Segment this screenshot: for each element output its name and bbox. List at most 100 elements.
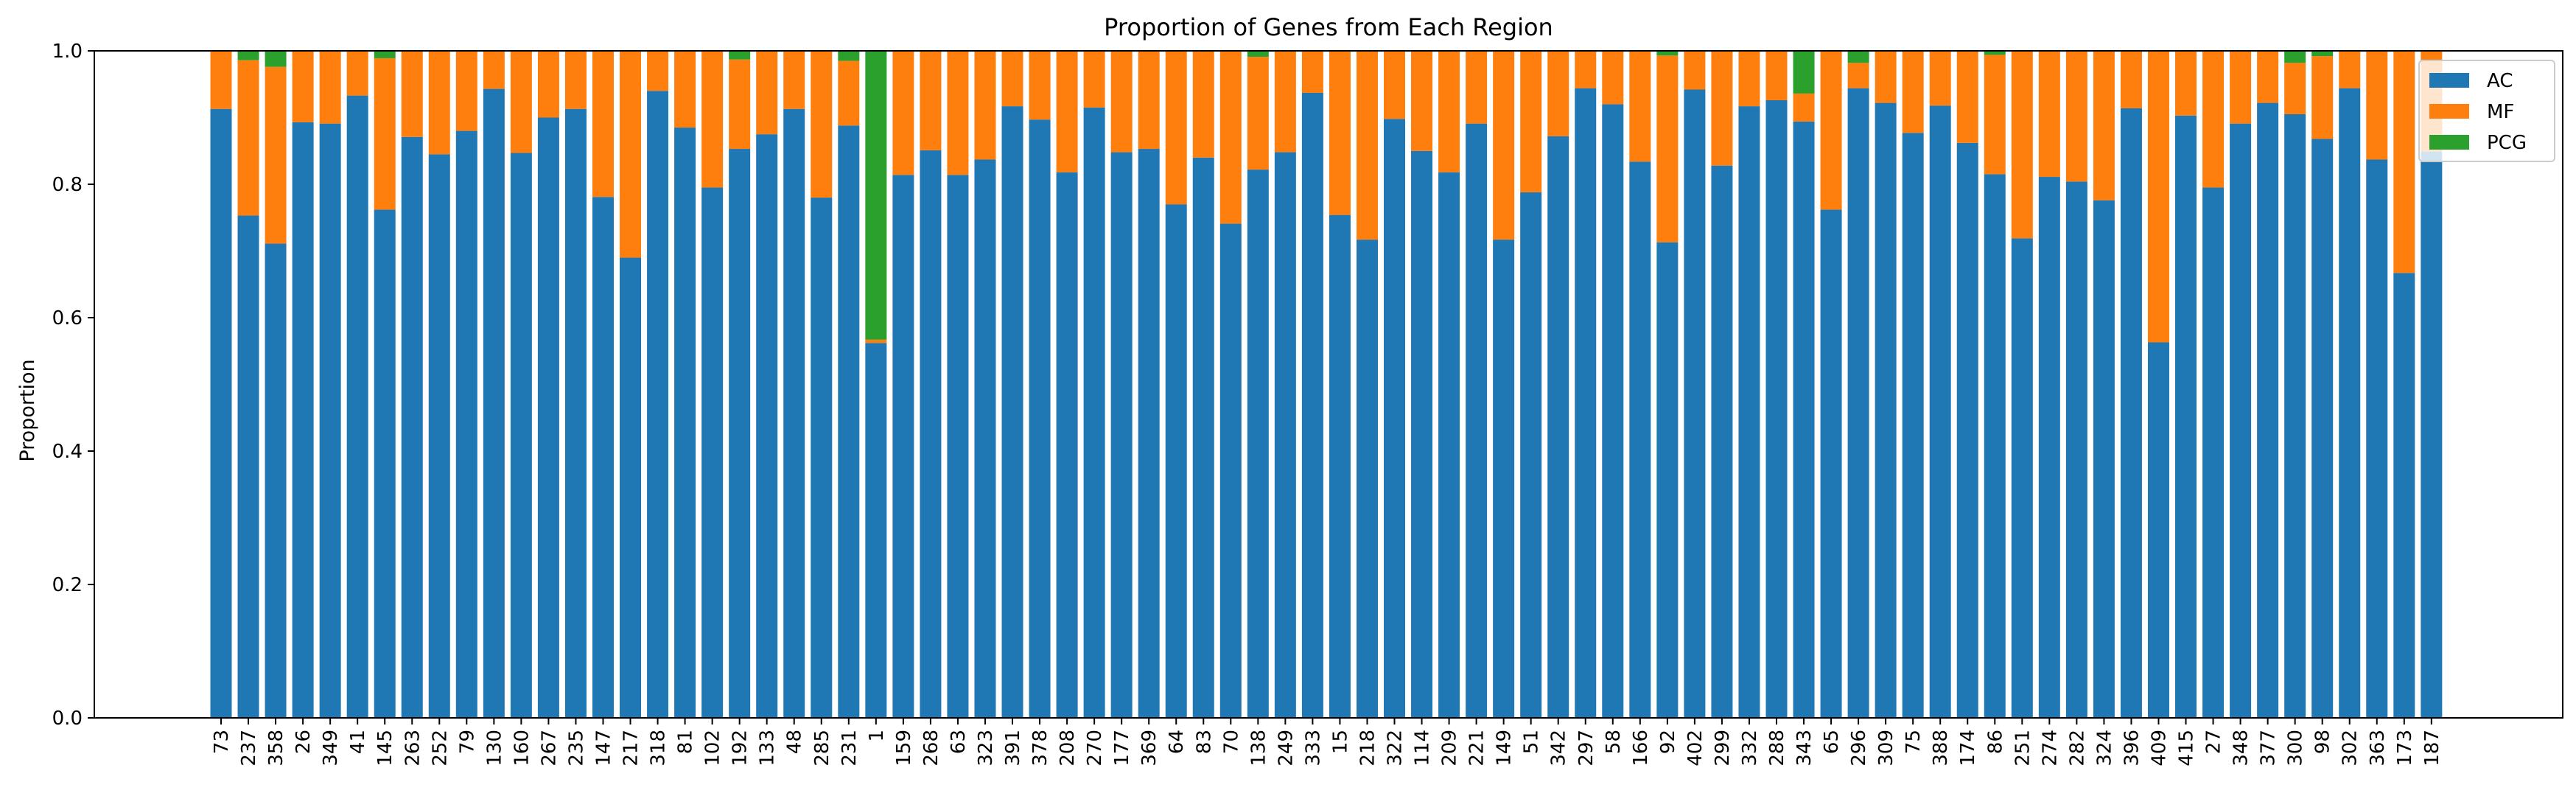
bar-ac-402 (1684, 89, 1706, 719)
bar-ac-369 (1138, 149, 1160, 718)
bar-mf-83 (1192, 51, 1214, 158)
x-tick-label: 268 (920, 730, 942, 767)
bar-mf-378 (1029, 51, 1051, 120)
bar-mf-322 (1384, 51, 1405, 119)
bar-mf-79 (455, 51, 477, 131)
bar-pcg-1 (865, 51, 887, 340)
bar-mf-1 (865, 339, 887, 343)
bar-mf-98 (2311, 56, 2334, 139)
bar-ac-149 (1493, 240, 1515, 718)
bar-ac-58 (1602, 104, 1624, 718)
bar-pcg-231 (838, 51, 860, 61)
bar-pcg-237 (237, 51, 259, 60)
y-tick-label: 0.2 (52, 574, 83, 596)
bar-ac-81 (674, 128, 696, 718)
bar-mf-396 (2120, 51, 2142, 108)
x-tick-label: 64 (1166, 730, 1188, 754)
bar-mf-349 (319, 51, 341, 124)
bar-ac-274 (2038, 177, 2060, 719)
bar-mf-63 (947, 51, 969, 175)
x-tick-label: 75 (1903, 730, 1925, 754)
bar-mf-81 (674, 51, 696, 128)
x-tick-label: 166 (1630, 730, 1652, 767)
x-tick-label: 149 (1494, 730, 1516, 767)
bar-ac-358 (265, 243, 287, 718)
x-tick-label: 402 (1684, 730, 1707, 767)
bar-ac-297 (1575, 88, 1597, 719)
x-tick-label: 333 (1302, 730, 1324, 767)
bar-ac-208 (1056, 172, 1078, 718)
bar-mf-48 (783, 51, 805, 109)
bar-ac-263 (401, 136, 423, 718)
bar-ac-86 (1984, 174, 2006, 718)
legend-label-ac: AC (2487, 70, 2513, 92)
chart-title: Proportion of Genes from Each Region (1104, 13, 1553, 41)
bar-mf-51 (1520, 51, 1542, 192)
x-tick-label: 27 (2203, 730, 2225, 754)
bar-ac-288 (1765, 100, 1788, 719)
x-tick-label: 73 (211, 730, 233, 754)
bar-mf-41 (346, 51, 368, 96)
bar-mf-147 (592, 51, 614, 198)
bar-mf-299 (1711, 51, 1733, 166)
bar-ac-415 (2175, 115, 2197, 718)
bar-ac-333 (1301, 93, 1323, 718)
x-tick-label: 282 (2066, 730, 2088, 767)
bar-mf-318 (647, 51, 669, 91)
bar-ac-348 (2230, 123, 2252, 718)
bar-pcg-92 (1656, 51, 1679, 56)
x-tick-label: 221 (1466, 730, 1488, 767)
bar-mf-217 (620, 51, 642, 258)
bar-ac-174 (1956, 142, 1978, 718)
bar-mf-145 (374, 57, 396, 210)
bar-mf-409 (2147, 51, 2169, 343)
x-tick-label: 309 (1875, 730, 1897, 767)
bar-ac-138 (1247, 170, 1269, 719)
bar-mf-296 (1847, 63, 1869, 88)
bar-mf-235 (564, 51, 587, 109)
bar-pcg-86 (1984, 51, 2006, 55)
x-tick-label: 231 (839, 730, 861, 767)
bar-ac-378 (1029, 119, 1051, 719)
x-tick-label: 65 (1821, 730, 1843, 754)
x-tick-label: 133 (757, 730, 779, 767)
bar-mf-92 (1656, 55, 1679, 242)
bar-mf-237 (237, 60, 259, 216)
bar-ac-92 (1656, 242, 1679, 718)
bar-ac-322 (1384, 119, 1405, 718)
bar-mf-333 (1301, 51, 1323, 94)
bar-ac-177 (1110, 152, 1133, 718)
bar-ac-218 (1356, 240, 1378, 718)
bar-mf-415 (2175, 51, 2197, 116)
x-tick-label: 324 (2093, 730, 2115, 767)
bar-mf-288 (1765, 51, 1788, 100)
bar-ac-73 (210, 108, 232, 719)
axes-layer: 0.00.20.40.60.81.073 237 358 26 349 41 145 263 2… (52, 41, 2563, 767)
bar-ac-98 (2311, 139, 2334, 718)
bar-ac-363 (2366, 159, 2388, 718)
bar-ac-51 (1520, 192, 1542, 718)
bar-ac-159 (892, 175, 914, 718)
bar-mf-149 (1493, 51, 1515, 240)
bar-mf-15 (1329, 51, 1351, 215)
bar-ac-268 (920, 150, 942, 719)
x-tick-label: 237 (238, 730, 260, 767)
x-tick-label: 58 (1603, 730, 1625, 754)
x-tick-label: 378 (1029, 730, 1051, 767)
x-tick-label: 208 (1057, 730, 1079, 767)
bar-ac-209 (1438, 172, 1460, 718)
x-tick-label: 323 (975, 730, 997, 767)
bar-ac-324 (2093, 200, 2115, 719)
bar-mf-73 (210, 51, 232, 109)
bar-ac-237 (237, 215, 259, 718)
bar-mf-26 (292, 51, 314, 122)
bar-mf-282 (2065, 51, 2087, 182)
bar-mf-166 (1629, 51, 1651, 162)
bar-mf-332 (1738, 51, 1760, 107)
bar-ac-166 (1629, 161, 1651, 719)
x-tick-label: 92 (1657, 730, 1679, 754)
x-tick-label: 138 (1247, 730, 1270, 767)
bar-ac-1 (865, 343, 887, 718)
bar-pcg-296 (1847, 51, 1869, 63)
